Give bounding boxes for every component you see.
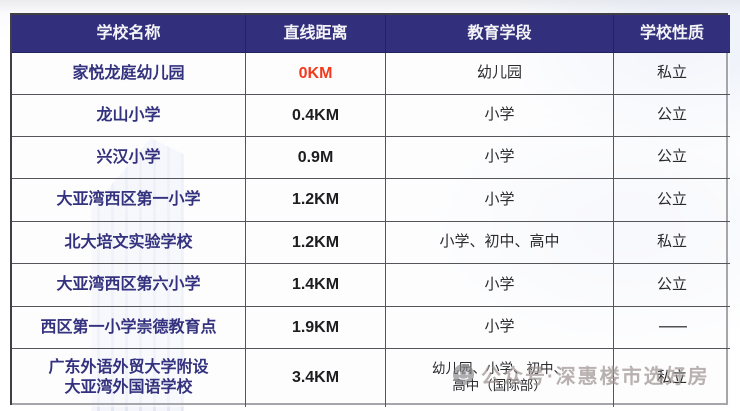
schools-distance-table: 学校名称 直线距离 教育学段 学校性质 家悦龙庭幼儿园 0KM 幼儿园 私立 龙… xyxy=(10,13,730,407)
column-header-education-stage: 教育学段 xyxy=(386,15,614,53)
school-name-cell: 西区第一小学崇德教育点 xyxy=(12,307,246,349)
school-nature-cell: 私立 xyxy=(614,222,730,264)
school-name-cell: 家悦龙庭幼儿园 xyxy=(12,53,246,95)
column-header-school-name: 学校名称 xyxy=(12,15,246,53)
school-name-cell: 大亚湾西区第六小学 xyxy=(12,264,246,307)
school-nature-cell: 私立 xyxy=(614,53,730,95)
distance-cell: 0.9M xyxy=(246,137,386,179)
school-nature-cell: 公立 xyxy=(614,179,730,222)
distance-cell: 1.4KM xyxy=(246,264,386,307)
school-name-cell: 龙山小学 xyxy=(12,95,246,137)
school-name-cell: 北大培文实验学校 xyxy=(12,222,246,264)
column-header-distance: 直线距离 xyxy=(246,15,386,53)
education-stage-cell: 小学、初中、高中 xyxy=(386,222,614,264)
education-stage-cell: 小学 xyxy=(386,264,614,307)
column-header-school-nature: 学校性质 xyxy=(614,15,730,53)
school-nature-cell: 私立 xyxy=(614,349,730,407)
education-stage-cell: 小学 xyxy=(386,137,614,179)
distance-cell: 1.2KM xyxy=(246,222,386,264)
education-stage-cell: 幼儿园、小学、初中、 高中（国际部） xyxy=(386,349,614,407)
distance-cell: 1.9KM xyxy=(246,307,386,349)
distance-cell: 1.2KM xyxy=(246,179,386,222)
school-nature-cell: —— xyxy=(614,307,730,349)
school-name-cell: 广东外语外贸大学附设 大亚湾外国语学校 xyxy=(12,349,246,407)
school-nature-cell: 公立 xyxy=(614,264,730,307)
education-stage-cell: 小学 xyxy=(386,307,614,349)
school-name-cell: 兴汉小学 xyxy=(12,137,246,179)
education-stage-cell: 小学 xyxy=(386,95,614,137)
education-stage-cell: 幼儿园 xyxy=(386,53,614,95)
distance-cell: 0.4KM xyxy=(246,95,386,137)
school-nature-cell: 公立 xyxy=(614,137,730,179)
distance-cell: 0KM xyxy=(246,53,386,95)
education-stage-cell: 小学 xyxy=(386,179,614,222)
distance-cell: 3.4KM xyxy=(246,349,386,407)
school-nature-cell: 公立 xyxy=(614,95,730,137)
school-name-cell: 大亚湾西区第一小学 xyxy=(12,179,246,222)
